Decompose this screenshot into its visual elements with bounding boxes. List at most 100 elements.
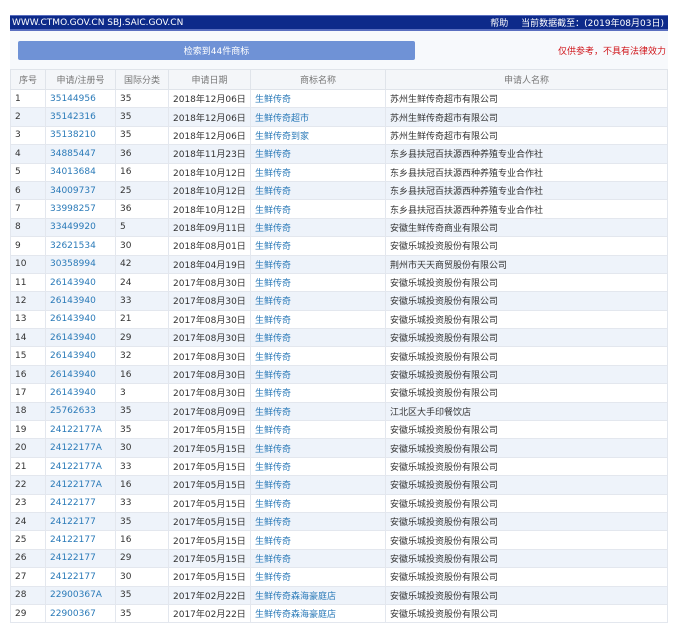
row-index: 12: [10, 291, 46, 311]
trademark-name-link[interactable]: 生鲜传奇: [250, 530, 386, 550]
application-number-link[interactable]: 24122177A: [45, 420, 116, 440]
table-row: 11 26143940 24 2017年08月30日 生鲜传奇 安徽乐城投资股份有限公司: [10, 272, 668, 293]
result-bar: 检索到44件商标 仅供参考，不具有法律效力: [10, 31, 668, 69]
application-number-link[interactable]: 34885447: [45, 144, 116, 164]
application-number-link[interactable]: 24122177A: [45, 438, 116, 458]
class: 36: [115, 144, 169, 164]
table-row: 9 32621534 30 2018年08月01日 生鲜传奇 安徽乐城投资股份有限公司: [10, 236, 668, 256]
trademark-name-link[interactable]: 生鲜传奇: [250, 217, 386, 238]
trademark-name-link[interactable]: 生鲜传奇: [250, 346, 386, 366]
trademark-name-link[interactable]: 生鲜传奇: [250, 144, 386, 164]
application-date: 2017年05月15日: [168, 548, 251, 569]
trademark-name-link[interactable]: 生鲜传奇: [250, 180, 386, 201]
table-row: 22 24122177A 16 2017年05月15日 生鲜传奇 安徽乐城投资股份有限公司: [10, 475, 668, 495]
application-number-link[interactable]: 33449920: [45, 217, 116, 238]
application-number-link[interactable]: 26143940: [45, 346, 116, 366]
applicant-name: 安徽乐城投资股份有限公司: [385, 364, 668, 385]
trademark-name-link[interactable]: 生鲜传奇: [250, 456, 386, 477]
application-number-link[interactable]: 33998257: [45, 199, 116, 219]
row-index: 14: [10, 328, 46, 348]
trademark-name-link[interactable]: 生鲜传奇: [250, 291, 386, 311]
trademark-name-link[interactable]: 生鲜传奇: [250, 493, 386, 513]
site-header: WWW.CTMO.GOV.CN SBJ.SAIC.GOV.CN 帮助 当前数据截…: [10, 15, 668, 31]
application-date: 2017年02月22日: [168, 585, 251, 605]
trademark-name-link[interactable]: 生鲜传奇: [250, 438, 386, 458]
trademark-name-link[interactable]: 生鲜传奇: [250, 309, 386, 330]
application-number-link[interactable]: 26143940: [45, 272, 116, 293]
table-row: 3 35138210 35 2018年12月06日 生鲜传奇到家 苏州生鲜传奇超市有限公司: [10, 125, 668, 146]
application-number-link[interactable]: 24122177: [45, 493, 116, 513]
application-number-link[interactable]: 26143940: [45, 291, 116, 311]
class: 35: [115, 401, 169, 422]
class: 33: [115, 291, 169, 311]
applicant-name: 东乡县扶冠百扶源西种养殖专业合作社: [385, 162, 668, 182]
trademark-name-link[interactable]: 生鲜传奇: [250, 511, 386, 532]
application-number-link[interactable]: 35138210: [45, 125, 116, 146]
trademark-name-link[interactable]: 生鲜传奇: [250, 567, 386, 587]
application-number-link[interactable]: 24122177A: [45, 475, 116, 495]
class: 35: [115, 603, 169, 624]
trademark-name-link[interactable]: 生鲜传奇: [250, 272, 386, 293]
results-table: 序号 申请/注册号 国际分类 申请日期 商标名称 申请人名称 1 35144956 35 201…: [10, 69, 668, 624]
application-number-link[interactable]: 22900367: [45, 603, 116, 624]
application-number-link[interactable]: 25762633: [45, 401, 116, 422]
application-number-link[interactable]: 24122177: [45, 567, 116, 587]
application-number-link[interactable]: 24122177: [45, 511, 116, 532]
trademark-name-link[interactable]: 生鲜传奇: [250, 162, 386, 182]
trademark-name-link[interactable]: 生鲜传奇森海豪庭店: [250, 603, 386, 624]
trademark-name-link[interactable]: 生鲜传奇: [250, 254, 386, 274]
application-number-link[interactable]: 35142316: [45, 107, 116, 127]
application-date: 2017年08月30日: [168, 328, 251, 348]
application-number-link[interactable]: 26143940: [45, 364, 116, 385]
column-header: 申请人名称: [385, 69, 668, 90]
trademark-name-link[interactable]: 生鲜传奇: [250, 401, 386, 422]
trademark-name-link[interactable]: 生鲜传奇到家: [250, 125, 386, 146]
table-row: 12 26143940 33 2017年08月30日 生鲜传奇 安徽乐城投资股份有限公司: [10, 291, 668, 311]
table-row: 18 25762633 35 2017年08月09日 生鲜传奇 江北区大手印餐饮店: [10, 401, 668, 422]
application-number-link[interactable]: 30358994: [45, 254, 116, 274]
class: 35: [115, 125, 169, 146]
applicant-name: 安徽乐城投资股份有限公司: [385, 548, 668, 569]
applicant-name: 安徽乐城投资股份有限公司: [385, 420, 668, 440]
class: 24: [115, 272, 169, 293]
application-number-link[interactable]: 26143940: [45, 309, 116, 330]
application-date: 2017年08月30日: [168, 291, 251, 311]
application-date: 2018年10月12日: [168, 199, 251, 219]
application-number-link[interactable]: 34013684: [45, 162, 116, 182]
disclaimer: 仅供参考，不具有法律效力: [557, 46, 666, 57]
table-row: 2 35142316 35 2018年12月06日 生鲜传奇超市 苏州生鲜传奇超市有限公司: [10, 107, 668, 127]
help-link[interactable]: 帮助: [490, 19, 509, 29]
application-number-link[interactable]: 24122177: [45, 530, 116, 550]
application-number-link[interactable]: 24122177A: [45, 456, 116, 477]
trademark-name-link[interactable]: 生鲜传奇超市: [250, 107, 386, 127]
class: 32: [115, 346, 169, 366]
trademark-name-link[interactable]: 生鲜传奇: [250, 364, 386, 385]
trademark-name-link[interactable]: 生鲜传奇: [250, 236, 386, 256]
table-row: 14 26143940 29 2017年08月30日 生鲜传奇 安徽乐城投资股份有限公司: [10, 328, 668, 348]
application-number-link[interactable]: 34009737: [45, 180, 116, 201]
row-index: 15: [10, 346, 46, 366]
trademark-name-link[interactable]: 生鲜传奇: [250, 199, 386, 219]
trademark-name-link[interactable]: 生鲜传奇: [250, 420, 386, 440]
trademark-name-link[interactable]: 生鲜传奇: [250, 383, 386, 403]
applicant-name: 苏州生鲜传奇超市有限公司: [385, 107, 668, 127]
trademark-name-link[interactable]: 生鲜传奇: [250, 88, 386, 109]
application-date: 2017年08月30日: [168, 383, 251, 403]
application-number-link[interactable]: 32621534: [45, 236, 116, 256]
row-index: 6: [10, 180, 46, 201]
table-row: 25 24122177 16 2017年05月15日 生鲜传奇 安徽乐城投资股份有限公司: [10, 530, 668, 550]
class: 35: [115, 511, 169, 532]
trademark-name-link[interactable]: 生鲜传奇: [250, 475, 386, 495]
application-number-link[interactable]: 22900367A: [45, 585, 116, 605]
trademark-name-link[interactable]: 生鲜传奇: [250, 548, 386, 569]
application-number-link[interactable]: 26143940: [45, 328, 116, 348]
applicant-name: 安徽乐城投资股份有限公司: [385, 511, 668, 532]
trademark-name-link[interactable]: 生鲜传奇森海豪庭店: [250, 585, 386, 605]
table-row: 4 34885447 36 2018年11月23日 生鲜传奇 东乡县扶冠百扶源西种养殖专业…: [10, 144, 668, 164]
trademark-name-link[interactable]: 生鲜传奇: [250, 328, 386, 348]
table-row: 8 33449920 5 2018年09月11日 生鲜传奇 安徽生鲜传奇商业有限公司: [10, 217, 668, 238]
application-number-link[interactable]: 24122177: [45, 548, 116, 569]
application-number-link[interactable]: 35144956: [45, 88, 116, 109]
application-number-link[interactable]: 26143940: [45, 383, 116, 403]
result-count-button[interactable]: 检索到44件商标: [18, 40, 415, 60]
